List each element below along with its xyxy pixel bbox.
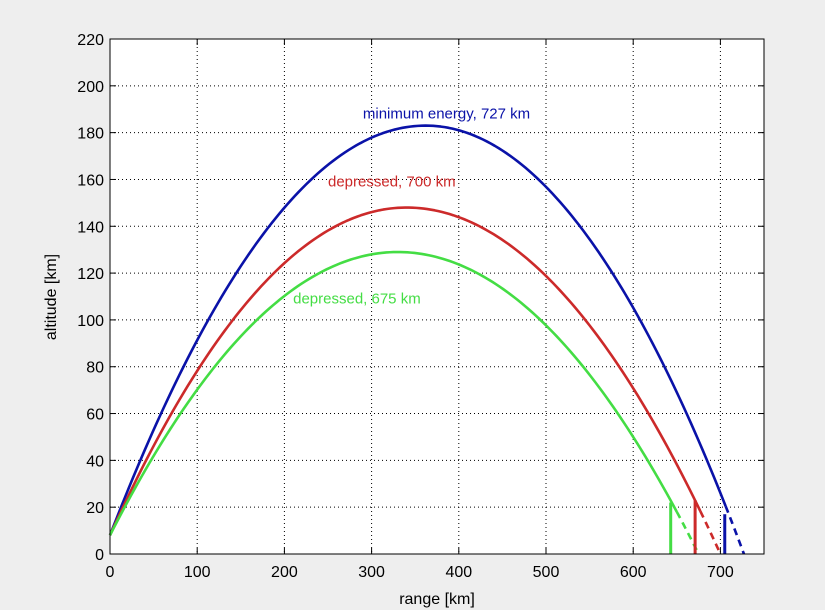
annotations: minimum energy, 727 km depressed, 700 km d… xyxy=(293,106,530,308)
annotation-2: depressed, 675 km xyxy=(293,291,421,308)
y-tick-label: 80 xyxy=(86,360,104,377)
x-tick-label: 0 xyxy=(106,564,115,581)
series-line-0 xyxy=(108,124,727,536)
x-tick-label: 600 xyxy=(620,564,647,581)
y-tick-label: 120 xyxy=(77,266,104,283)
x-tick-label: 500 xyxy=(533,564,560,581)
annotation-1: depressed, 700 km xyxy=(328,173,456,190)
x-tick-label: 200 xyxy=(271,564,298,581)
annotation-0: minimum energy, 727 km xyxy=(363,106,530,123)
y-tick-label: 180 xyxy=(77,126,104,143)
series-layer xyxy=(108,124,746,555)
y-tick-label: 40 xyxy=(86,453,104,470)
x-axis-label: range [km] xyxy=(399,591,475,608)
series-impact-0 xyxy=(724,505,746,555)
plot-background xyxy=(110,39,764,554)
series-impact-1 xyxy=(699,510,722,555)
series-line-1 xyxy=(108,206,702,536)
y-tick-label: 140 xyxy=(77,219,104,236)
x-tick-label: 400 xyxy=(445,564,472,581)
x-tick-label: 300 xyxy=(358,564,385,581)
x-tick-label: 100 xyxy=(184,564,211,581)
series-line-2 xyxy=(108,250,678,536)
y-tick-label: 0 xyxy=(95,547,104,564)
y-tick-label: 20 xyxy=(86,500,104,517)
ticks: 0 100 200 300 400 500 600 700 0 20 40 60 80 100 120 140… xyxy=(77,32,764,581)
y-axis-label: altitude [km] xyxy=(43,254,60,340)
y-tick-label: 200 xyxy=(77,79,104,96)
y-tick-label: 160 xyxy=(77,172,104,189)
y-tick-label: 220 xyxy=(77,32,104,49)
plot-frame xyxy=(109,38,765,555)
y-tick-label: 60 xyxy=(86,407,104,424)
y-tick-label: 100 xyxy=(77,313,104,330)
x-tick-label: 700 xyxy=(707,564,734,581)
